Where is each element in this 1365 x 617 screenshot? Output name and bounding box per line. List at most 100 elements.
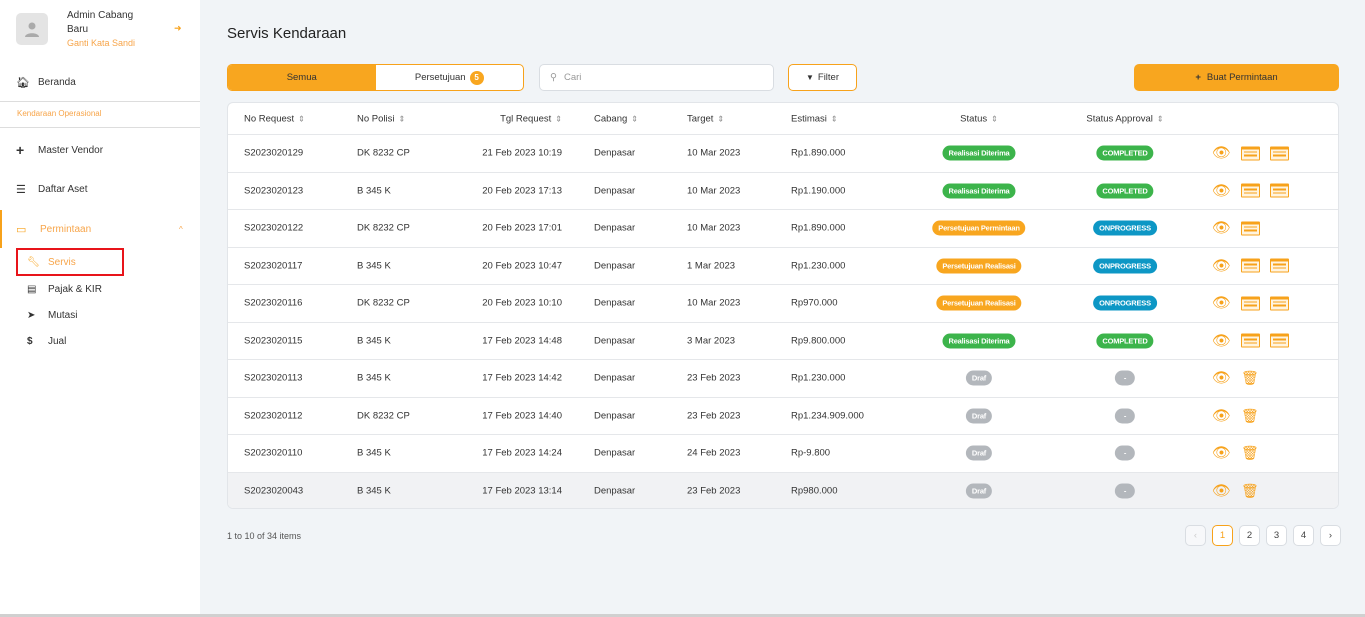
column-header[interactable]: Status ⇕: [960, 114, 998, 125]
sidebar-item-label: Servis: [48, 257, 76, 268]
column-label: No Polisi: [357, 113, 395, 125]
sidebar-item-jual[interactable]: $ Jual: [27, 336, 66, 347]
sidebar-item-daftar-aset[interactable]: ☰ Daftar Aset: [0, 183, 200, 196]
page-button[interactable]: 3: [1266, 525, 1287, 546]
eye-icon[interactable]: 👁︎: [1212, 332, 1232, 350]
table-row[interactable]: S2023020110 B 345 K 17 Feb 2023 14:24 Denpa…: [228, 434, 1338, 472]
eye-icon[interactable]: 👁︎: [1212, 294, 1232, 312]
column-header[interactable]: No Polisi ⇕: [357, 114, 405, 125]
cell: S2023020116: [244, 297, 303, 309]
sidebar-item-permintaan[interactable]: ▭ Permintaan ^: [0, 210, 200, 248]
eye-icon[interactable]: 👁︎: [1212, 482, 1232, 500]
list-icon[interactable]: [1270, 296, 1290, 311]
cell: Rp9.800.000: [791, 335, 846, 347]
user-name: Admin Cabang Baru: [67, 10, 134, 35]
cell: B 345 K: [357, 447, 391, 459]
eye-icon[interactable]: 👁︎: [1212, 407, 1232, 425]
pagination-info: 1 to 10 of 34 items: [227, 531, 302, 541]
next-page-button[interactable]: ›: [1320, 525, 1341, 546]
eye-icon[interactable]: 👁︎: [1212, 219, 1232, 237]
tab-semua[interactable]: Semua: [228, 65, 376, 90]
highlight-box: [16, 248, 124, 276]
cell: 23 Feb 2023: [687, 485, 741, 497]
row-actions: 👁︎ 🗑︎: [1212, 407, 1259, 424]
list-icon[interactable]: [1270, 333, 1290, 348]
list-icon[interactable]: [1270, 183, 1290, 198]
cell: 10 Mar 2023: [687, 147, 741, 159]
cell: S2023020122: [244, 222, 304, 234]
search-input[interactable]: ⚲ Cari: [539, 64, 774, 91]
table-row[interactable]: S2023020123 B 345 K 20 Feb 2023 17:13 Denpa…: [228, 171, 1338, 210]
cell: 17 Feb 2023 13:14: [482, 485, 562, 497]
list-icon[interactable]: [1241, 333, 1261, 348]
table-row[interactable]: S2023020043 B 345 K 17 Feb 2023 13:14 Denpa…: [228, 471, 1338, 508]
table-row[interactable]: S2023020117 B 345 K 20 Feb 2023 10:47 Denpa…: [228, 246, 1338, 285]
approval-badge: -: [1114, 445, 1136, 461]
sidebar-item-pajak-kir[interactable]: ▤ Pajak & KIR: [27, 284, 102, 295]
paper-plane-icon: ➤: [27, 310, 36, 321]
prev-page-button[interactable]: ‹: [1185, 525, 1206, 546]
trash-icon[interactable]: 🗑︎: [1241, 482, 1259, 499]
list-icon[interactable]: [1270, 146, 1290, 161]
sidebar-item-master-vendor[interactable]: + Master Vendor: [0, 142, 200, 158]
list-icon[interactable]: [1241, 146, 1261, 161]
create-label: Buat Permintaan: [1206, 72, 1278, 83]
data-table: No Request ⇕ No Polisi ⇕ Tgl Request ⇕ Cabang ⇕…: [227, 102, 1339, 509]
status-badge: Realisasi Diterima: [942, 145, 1016, 161]
page-button[interactable]: 2: [1239, 525, 1260, 546]
column-header[interactable]: Target ⇕: [687, 114, 724, 125]
column-header[interactable]: Status Approval ⇕: [1086, 114, 1163, 125]
trash-icon[interactable]: 🗑︎: [1241, 444, 1259, 461]
cell: 10 Mar 2023: [687, 297, 741, 309]
cell: Rp1.890.000: [791, 147, 846, 159]
trash-icon[interactable]: 🗑︎: [1241, 407, 1259, 424]
cell: 17 Feb 2023 14:42: [482, 372, 562, 384]
column-header[interactable]: Tgl Request ⇕: [500, 114, 562, 125]
page-button[interactable]: 1: [1212, 525, 1233, 546]
eye-icon[interactable]: 👁︎: [1212, 444, 1232, 462]
sort-icon: ⇕: [555, 114, 562, 124]
table-row[interactable]: S2023020113 B 345 K 17 Feb 2023 14:42 Denpa…: [228, 359, 1338, 397]
change-password-link[interactable]: Ganti Kata Sandi: [67, 38, 136, 48]
table-row[interactable]: S2023020122 DK 8232 CP 20 Feb 2023 17:01 De…: [228, 209, 1338, 247]
cell: S2023020110: [244, 447, 303, 459]
page-button[interactable]: 4: [1293, 525, 1314, 546]
logout-icon[interactable]: ➜: [174, 23, 182, 33]
sidebar-item-mutasi[interactable]: ➤ Mutasi: [27, 310, 77, 321]
list-icon[interactable]: [1270, 258, 1290, 273]
plus-icon: +: [1195, 72, 1201, 83]
trash-icon[interactable]: 🗑︎: [1241, 369, 1259, 386]
table-row[interactable]: S2023020115 B 345 K 17 Feb 2023 14:48 Denpa…: [228, 321, 1338, 360]
list-icon[interactable]: [1241, 258, 1261, 273]
status-badge: Persetujuan Permintaan: [932, 220, 1026, 236]
column-header[interactable]: No Request ⇕: [244, 114, 305, 125]
list-icon[interactable]: [1241, 221, 1261, 236]
list-icon[interactable]: [1241, 296, 1261, 311]
table-row[interactable]: S2023020129 DK 8232 CP 21 Feb 2023 10:19 De…: [228, 134, 1338, 172]
table-row[interactable]: S2023020112 DK 8232 CP 17 Feb 2023 14:40 De…: [228, 396, 1338, 435]
column-header[interactable]: Cabang ⇕: [594, 114, 638, 125]
sidebar-item-label: Pajak & KIR: [48, 284, 102, 295]
eye-icon[interactable]: 👁︎: [1212, 182, 1232, 200]
bottom-border: [0, 614, 1365, 617]
pagination: ‹ 1 2 3 4 ›: [1185, 525, 1341, 546]
sidebar-item-beranda[interactable]: 🏠︎ Beranda: [0, 76, 200, 89]
cell: Rp1.230.000: [791, 260, 846, 272]
sidebar-item-servis[interactable]: 🔧︎ Servis: [27, 257, 76, 268]
approval-badge: ONPROGRESS: [1093, 295, 1157, 311]
eye-icon[interactable]: 👁︎: [1212, 369, 1232, 387]
approval-badge: COMPLETED: [1096, 183, 1154, 199]
tab-persetujuan[interactable]: Persetujuan 5: [376, 65, 524, 90]
list-icon[interactable]: [1241, 183, 1261, 198]
eye-icon[interactable]: 👁︎: [1212, 257, 1232, 275]
sort-icon: ⇕: [631, 114, 638, 124]
create-request-button[interactable]: + Buat Permintaan: [1134, 64, 1339, 91]
filter-label: Filter: [817, 72, 840, 83]
column-header[interactable]: Estimasi ⇕: [791, 114, 838, 125]
row-actions: 👁︎ 🗑︎: [1212, 482, 1259, 499]
filter-button[interactable]: ▼ Filter: [788, 64, 857, 91]
table-row[interactable]: S2023020116 DK 8232 CP 20 Feb 2023 10:10 De…: [228, 284, 1338, 322]
cell: Denpasar: [594, 147, 636, 159]
eye-icon[interactable]: 👁︎: [1212, 144, 1232, 162]
search-placeholder: Cari: [563, 72, 582, 83]
